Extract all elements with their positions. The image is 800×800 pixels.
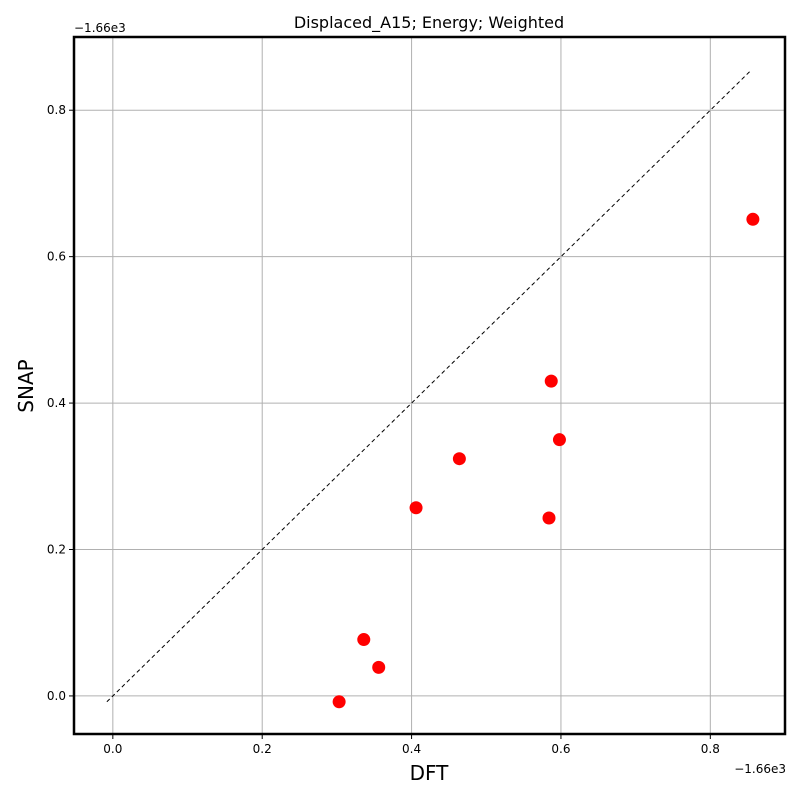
x-axis-label: DFT	[410, 761, 450, 785]
y-tick-label: 0.4	[47, 396, 66, 410]
data-point	[409, 501, 423, 515]
data-point	[357, 633, 371, 647]
chart-title: Displaced_A15; Energy; Weighted	[294, 13, 564, 33]
y-axis-offset-label: −1.66e3	[74, 21, 126, 35]
data-points	[332, 212, 760, 709]
data-point	[544, 374, 558, 388]
x-tick-label: 0.0	[103, 742, 122, 756]
data-point	[332, 695, 346, 709]
x-tick-label: 0.8	[701, 742, 720, 756]
reference-line-group	[106, 71, 751, 703]
y-tick-label: 0.0	[47, 689, 66, 703]
x-tick-label: 0.6	[551, 742, 570, 756]
x-axis-offset-label: −1.66e3	[734, 762, 786, 776]
plot-frame	[72, 35, 787, 736]
x-tick-label: 0.2	[253, 742, 272, 756]
y-tick-label: 0.2	[47, 543, 66, 557]
y-tick-label: 0.6	[47, 250, 66, 264]
grid	[74, 37, 785, 734]
y-tick-label: 0.8	[47, 103, 66, 117]
x-tick-label: 0.4	[402, 742, 421, 756]
axis-ticks: 0.0 0.2 0.4 0.6 0.8 0.0 0.2 0.4 0.6 0.8	[47, 103, 720, 756]
parity-reference-line	[106, 71, 751, 703]
data-point	[746, 212, 760, 226]
data-point	[552, 433, 566, 447]
data-point	[452, 452, 466, 466]
data-point	[542, 511, 556, 525]
data-point	[372, 660, 386, 674]
y-axis-label: SNAP	[14, 359, 38, 412]
